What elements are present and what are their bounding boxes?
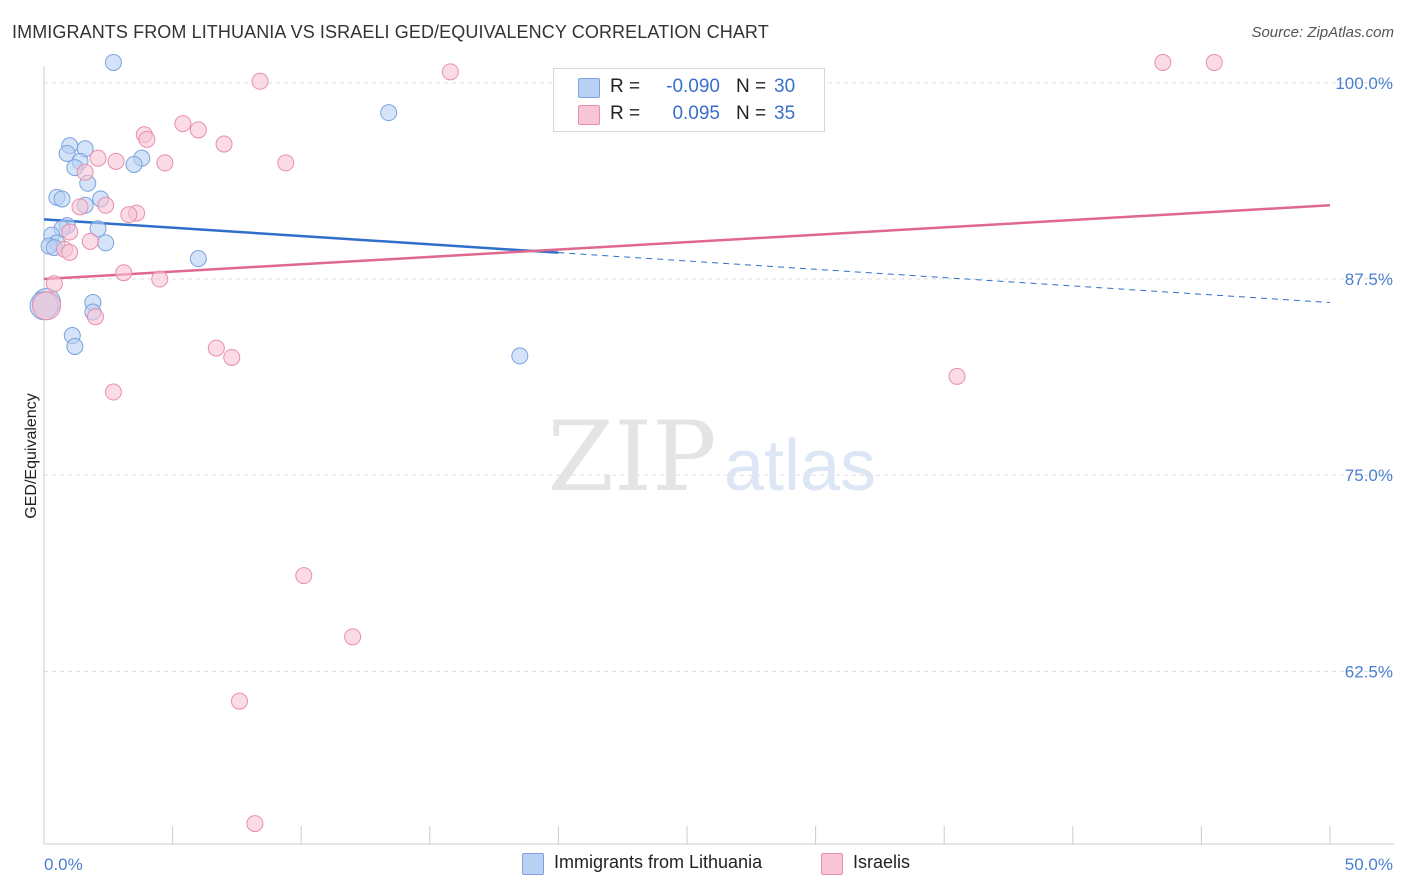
pink-point [104, 383, 122, 401]
pink-trend-line [43, 204, 1331, 281]
r-label: R = [610, 103, 641, 124]
blue-point [511, 347, 529, 365]
pink-point [344, 628, 362, 646]
pink-point [1205, 53, 1223, 71]
pink-point [45, 275, 63, 293]
pink-point [97, 196, 115, 214]
watermark-atlas: atlas [724, 426, 876, 506]
trend-lines [43, 204, 1331, 304]
y-tick-label: 100.0% [1335, 74, 1393, 93]
n-value: 35 [774, 103, 796, 124]
pink-swatch [578, 105, 600, 125]
blue-point [58, 144, 76, 162]
pink-point [215, 135, 233, 153]
pink-point [107, 152, 125, 170]
pink-point [76, 163, 94, 181]
chart-title: IMMIGRANTS FROM LITHUANIA VS ISRAELI GED… [12, 22, 769, 42]
blue-point [97, 234, 115, 252]
pink-point [277, 154, 295, 172]
r-value: -0.090 [666, 76, 720, 97]
correlation-legend: R = -0.090 N = 30 R = 0.095 N = 35 [553, 68, 825, 132]
pink-point [1154, 53, 1172, 71]
blue-point [189, 250, 207, 268]
x-tick-label: 0.0% [44, 855, 83, 874]
pink-point [207, 339, 225, 357]
n-label: N = [736, 76, 767, 97]
legend-label: Immigrants from Lithuania [554, 852, 763, 872]
pink-point [32, 291, 62, 321]
y-tick-label: 87.5% [1345, 270, 1393, 289]
watermark: ZIP atlas [547, 401, 876, 513]
gridlines [44, 82, 1394, 672]
blue-point [104, 53, 122, 71]
y-tick-label: 75.0% [1345, 466, 1393, 485]
pink-point [174, 115, 192, 133]
x-tick-label: 50.0% [1345, 855, 1393, 874]
blue-point [89, 220, 107, 238]
pink-point [61, 243, 79, 261]
n-label: N = [736, 103, 767, 124]
blue-point [53, 190, 71, 208]
y-axis-label: GED/Equivalency [23, 393, 40, 518]
pink-point [295, 567, 313, 585]
pink-point [189, 121, 207, 139]
watermark-zip: ZIP [547, 401, 716, 513]
pink-point [156, 154, 174, 172]
pink-point [138, 130, 156, 148]
pink-point [115, 264, 133, 282]
blue-trend-extension [558, 252, 1331, 304]
blue-point [125, 155, 143, 173]
n-value: 30 [774, 76, 796, 97]
pink-point [86, 308, 104, 326]
blue-point [380, 104, 398, 122]
pink-point [441, 63, 459, 81]
pink-point [81, 232, 99, 250]
blue-swatch [522, 853, 544, 875]
blue-trend-line [43, 218, 559, 254]
pink-point [246, 815, 264, 833]
pink-point [89, 149, 107, 167]
axes [43, 66, 1394, 845]
pink-point [71, 198, 89, 216]
pink-point [120, 206, 138, 224]
pink-point [223, 348, 241, 366]
pink-point [61, 223, 79, 241]
pink-point [251, 72, 269, 90]
pink-point [151, 270, 169, 288]
legend-label: Israelis [853, 852, 911, 872]
r-value: 0.095 [672, 103, 720, 124]
source-label: Source: ZipAtlas.com [1251, 24, 1394, 41]
r-label: R = [610, 76, 641, 97]
pink-point [230, 692, 248, 710]
pink-swatch [821, 853, 843, 875]
pink-point [948, 367, 966, 385]
blue-swatch [578, 78, 600, 98]
blue-point [66, 338, 84, 356]
data-points [29, 53, 1223, 833]
tick-labels: 100.0% 87.5% 75.0% 62.5% 0.0% 50.0% [44, 74, 1393, 874]
y-tick-label: 62.5% [1345, 662, 1393, 681]
